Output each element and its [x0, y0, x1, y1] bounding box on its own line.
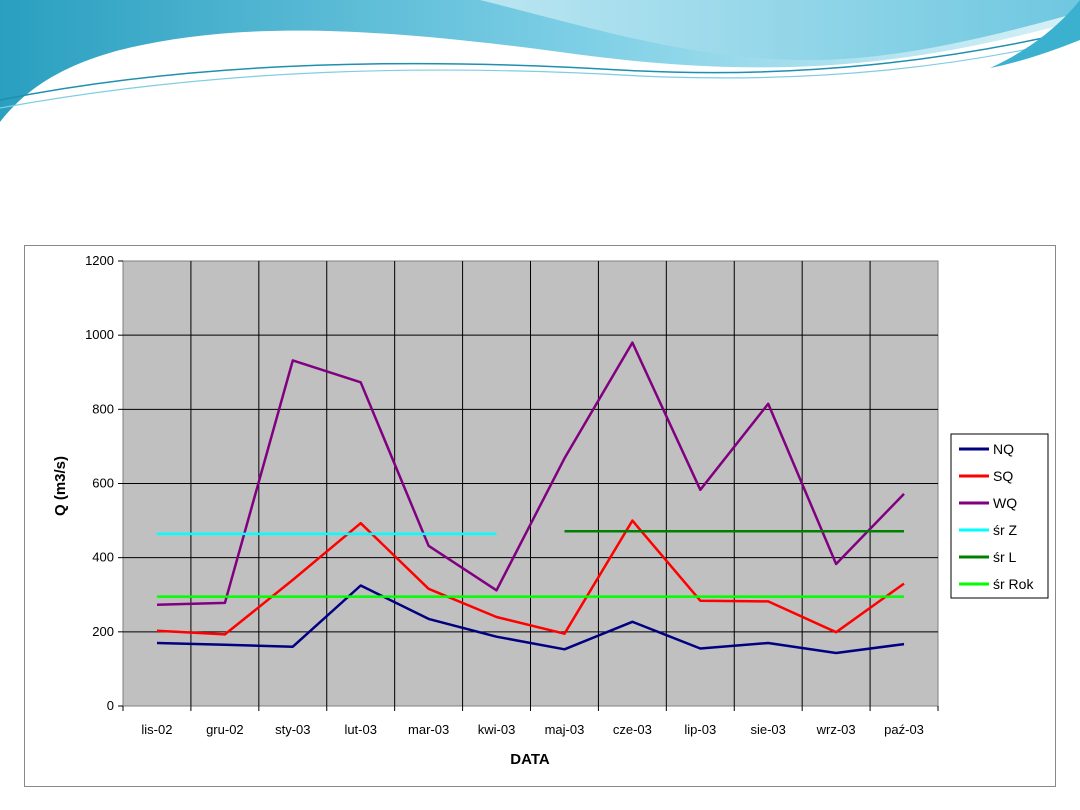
x-axis-label: DATA: [510, 751, 550, 768]
x-tick-label: paź-03: [884, 722, 924, 737]
legend-label: WQ: [993, 495, 1017, 511]
chart-container: 0 200 400 600 800 1000 1200 lis-02 gru-02 sty-03…: [24, 245, 1056, 787]
x-tick-label: gru-02: [206, 722, 244, 737]
series-line-2: [156, 341, 905, 607]
x-tick-label: maj-03: [545, 722, 585, 737]
x-tick-label: sty-03: [275, 722, 310, 737]
y-tick-label: 1200: [85, 253, 114, 268]
legend-label: NQ: [993, 441, 1014, 457]
series-lines: [156, 341, 905, 655]
x-tick-label: wrz-03: [816, 722, 856, 737]
series-line-0: [156, 584, 905, 655]
series-line-1: [156, 519, 905, 636]
y-tick-label: 0: [107, 698, 114, 713]
x-tick-label: mar-03: [408, 722, 449, 737]
y-axis-label: Q (m3/s): [52, 456, 69, 516]
y-tick-label: 1000: [85, 327, 114, 342]
legend-label: śr L: [993, 549, 1017, 565]
x-tick-label: lip-03: [684, 722, 716, 737]
y-tick-label: 600: [92, 476, 114, 491]
x-tick-label: sie-03: [750, 722, 785, 737]
line-chart: 0 200 400 600 800 1000 1200 lis-02 gru-02 sty-03…: [52, 253, 1049, 768]
legend-label: śr Rok: [993, 576, 1034, 592]
y-axis-ticks: 0 200 400 600 800 1000 1200: [85, 253, 123, 713]
x-tick-label: kwi-03: [478, 722, 516, 737]
chart-legend: NQ SQ WQ śr Z śr L śr Rok: [950, 433, 1049, 599]
x-axis-ticks: lis-02 gru-02 sty-03 lut-03 mar-03 kwi-03 maj-…: [122, 706, 939, 737]
x-tick-label: cze-03: [613, 722, 652, 737]
y-tick-label: 200: [92, 624, 114, 639]
legend-label: śr Z: [993, 522, 1018, 538]
x-tick-label: lut-03: [344, 722, 377, 737]
legend-label: SQ: [993, 468, 1013, 484]
y-tick-label: 800: [92, 401, 114, 416]
x-tick-label: lis-02: [141, 722, 172, 737]
y-tick-label: 400: [92, 550, 114, 565]
header-banner-wave: [0, 0, 1080, 122]
